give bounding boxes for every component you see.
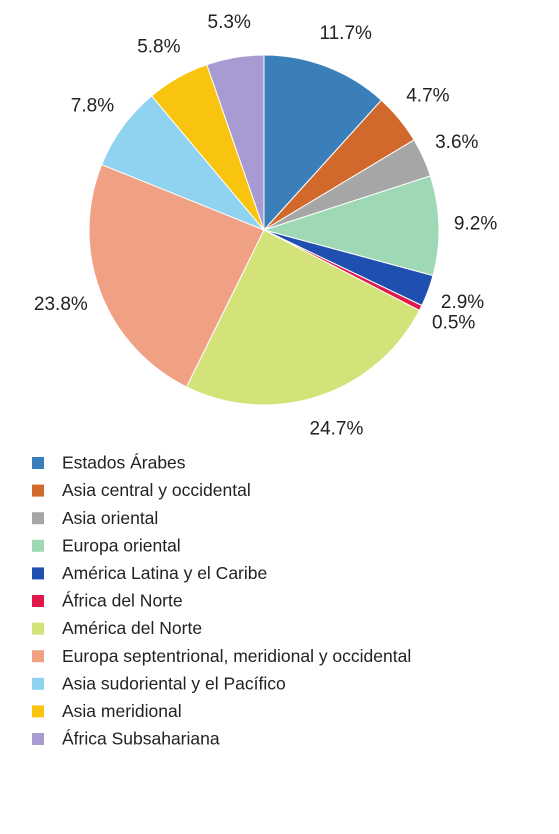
legend-swatch (32, 650, 44, 663)
legend-swatch (32, 733, 44, 745)
value-label: 4.7% (406, 86, 449, 107)
value-label: 23.8% (34, 294, 88, 315)
value-label: 3.6% (435, 132, 478, 153)
value-label: 24.7% (310, 419, 364, 440)
legend-swatch (32, 677, 44, 690)
value-label: 7.8% (71, 96, 114, 117)
legend-swatch (32, 512, 44, 525)
legend-label: Asia sudoriental y el Pacífico (62, 673, 286, 693)
legend-swatch (32, 457, 44, 469)
legend-label: Estados Árabes (62, 453, 186, 473)
value-label: 5.8% (137, 36, 180, 57)
legend-swatch (32, 705, 44, 718)
pie-slice (185, 229, 421, 406)
pie-slice (262, 175, 440, 277)
pie-slice (88, 163, 265, 388)
legend-swatch (32, 595, 44, 607)
value-label: 11.7% (319, 23, 372, 44)
pie-slice (206, 54, 265, 231)
value-label: 9.2% (454, 214, 497, 235)
legend-label: África del Norte (62, 591, 183, 611)
legend-label: África Subsahariana (62, 729, 220, 749)
legend-swatch (32, 622, 44, 635)
legend-label: América del Norte (62, 618, 202, 638)
legend-label: Asia oriental (62, 508, 158, 528)
legend-label: América Latina y el Caribe (62, 563, 267, 583)
legend-label: Asia meridional (62, 701, 182, 721)
legend-label: Europa oriental (62, 535, 181, 555)
pie-slice (263, 54, 383, 232)
legend-label: Asia central y occidental (62, 480, 251, 500)
value-label: 0.5% (432, 313, 475, 334)
legend-label: Europa septentrional, meridional y occid… (62, 646, 411, 666)
legend-swatch (32, 539, 44, 552)
value-label: 2.9% (441, 292, 484, 313)
legend-swatch (32, 484, 44, 497)
legend-swatch (32, 567, 44, 580)
value-label: 5.3% (208, 12, 251, 33)
